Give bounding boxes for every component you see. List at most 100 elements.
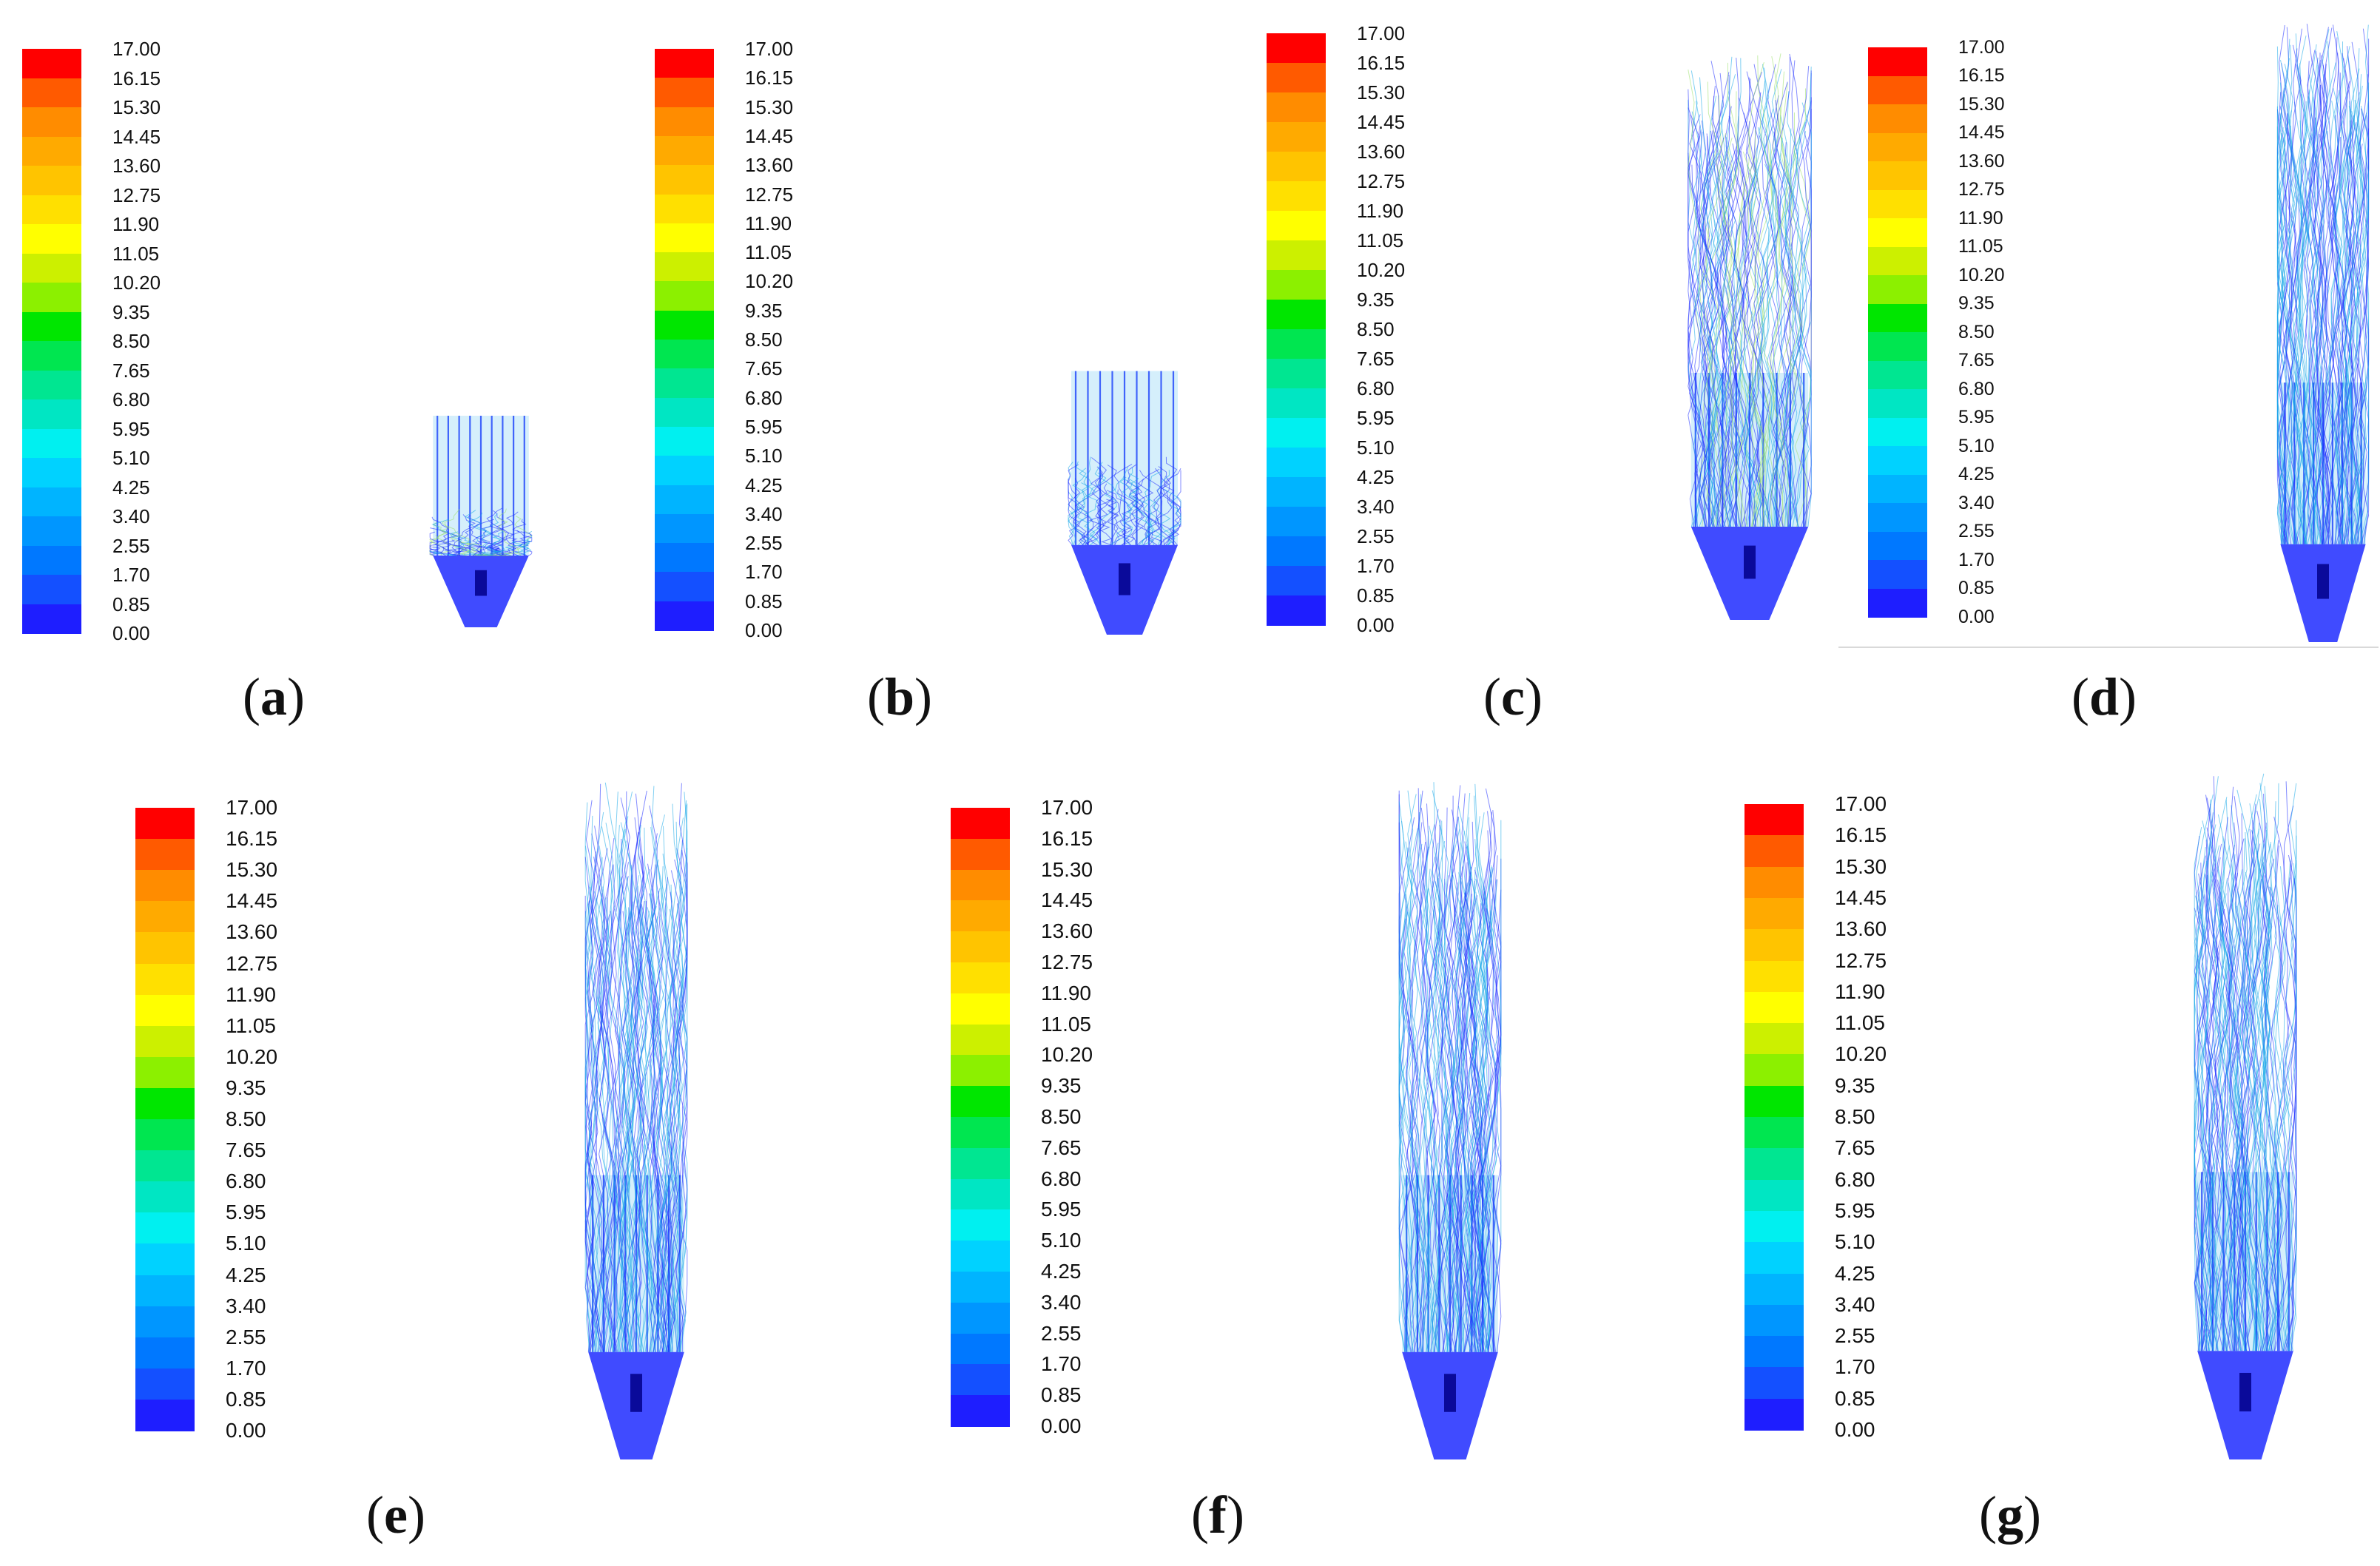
colorbar-tick-label: 5.10 — [1357, 436, 1395, 459]
colorbar-tick-label: 2.55 — [1958, 521, 1995, 541]
particle-track — [2225, 823, 2260, 1351]
particle-track — [649, 805, 678, 1352]
particle-track — [1694, 151, 1719, 527]
colorbar-band — [655, 485, 714, 515]
particle-track — [1458, 846, 1488, 1352]
particle-track — [1088, 495, 1113, 546]
colorbar-band — [655, 107, 714, 137]
particle-track — [1442, 882, 1463, 1352]
colorbar-tick-label: 3.40 — [112, 505, 150, 527]
colorbar-tick-label: 0.00 — [1357, 614, 1395, 636]
colorbar-tick-label: 11.05 — [226, 1013, 276, 1037]
particle-track — [1799, 66, 1812, 527]
colorbar-band — [135, 901, 195, 933]
particle-track — [584, 838, 624, 1352]
colorbar-band — [135, 1056, 195, 1089]
particle-track — [673, 792, 688, 1352]
particle-track — [658, 817, 684, 1352]
colorbar-tick-label: 10.20 — [1835, 1042, 1887, 1066]
cage-region — [433, 416, 529, 556]
colorbar-band — [655, 601, 714, 631]
particle-track — [1767, 72, 1812, 527]
particle-track — [2273, 816, 2297, 1351]
colorbar-tick-label: 5.10 — [112, 447, 150, 469]
colorbar-tick-label: 11.90 — [1958, 207, 2003, 229]
colorbar-band — [22, 224, 81, 254]
particle-track — [1422, 790, 1444, 1352]
particle-track — [2342, 46, 2362, 544]
particle-track — [1696, 125, 1724, 527]
particle-track — [2273, 781, 2297, 1351]
particle-track — [669, 908, 688, 1352]
colorbar-tick-label: 10.20 — [1041, 1043, 1093, 1067]
colorbar-band — [1744, 1023, 1804, 1055]
particle-track — [1739, 157, 1774, 527]
colorbar-tick-label: 12.75 — [1041, 951, 1093, 973]
colorbar-band — [1744, 929, 1804, 962]
colorbar-band — [1267, 63, 1326, 93]
particle-track — [1758, 136, 1789, 527]
panel-label-e: (e) — [366, 1485, 425, 1545]
colorbar-a: 17.00 16.15 15.30 14.45 13.60 12.75 11.90 11.05… — [22, 39, 170, 643]
particle-track — [464, 510, 499, 556]
colorbar-band — [1267, 329, 1326, 360]
particle-track — [597, 791, 633, 1352]
particle-track — [1089, 467, 1128, 546]
particle-track — [2330, 140, 2360, 544]
colorbar-band — [135, 1275, 195, 1307]
colorbar-tick-label: 16.15 — [226, 827, 278, 851]
colorbar-band — [22, 78, 81, 108]
particle-track — [1399, 820, 1429, 1352]
colorbar-band — [1868, 360, 1927, 390]
colorbar-tick-label: 17.00 — [1041, 796, 1093, 819]
particle-track — [598, 876, 623, 1352]
particle-track — [1145, 470, 1173, 546]
particle-track — [584, 911, 618, 1352]
particle-track — [1739, 161, 1772, 527]
panel-d-divider — [1838, 647, 2379, 648]
particle-track — [2234, 838, 2251, 1351]
colorbar-d: 17.00 16.15 15.30 14.45 13.60 12.75 11.90 11.05… — [1868, 38, 2016, 626]
particle-track — [1702, 130, 1733, 527]
panel-label-a: (a) — [243, 667, 305, 726]
colorbar-tick-label: 7.65 — [226, 1138, 266, 1162]
colorbar-tick-label: 11.90 — [1041, 981, 1091, 1005]
particle-track — [1688, 70, 1723, 527]
particle-track — [1688, 107, 1716, 527]
particle-track — [1752, 109, 1779, 527]
particle-track — [2333, 120, 2353, 544]
particle-track — [2279, 48, 2298, 544]
particle-track — [1470, 795, 1492, 1352]
colorbar-tick-label: 14.45 — [1357, 111, 1406, 133]
particle-track — [2243, 783, 2279, 1351]
particle-track — [1743, 56, 1790, 527]
particle-track — [1722, 115, 1738, 527]
particle-track — [1068, 481, 1087, 546]
inlet-core — [1444, 1374, 1456, 1412]
particle-track — [1447, 891, 1485, 1352]
particle-track — [477, 554, 512, 556]
panel-label-g: (g) — [1979, 1485, 2041, 1545]
colorbar-tick-label: 6.80 — [745, 386, 783, 409]
colorbar-band — [951, 808, 1010, 840]
colorbar-tick-label: 7.65 — [1958, 350, 1995, 371]
particle-track — [1166, 496, 1181, 546]
colorbar-tick-label: 6.80 — [1041, 1167, 1082, 1190]
particle-track — [1729, 138, 1783, 527]
panel-b: 17.00 16.15 15.30 14.45 13.60 12.75 11.90 11.05… — [0, 0, 1258, 740]
colorbar-band — [1868, 246, 1927, 276]
particle-track — [2197, 847, 2219, 1351]
particle-track — [627, 865, 663, 1352]
particle-track — [1398, 912, 1432, 1352]
colorbar-band — [22, 516, 81, 547]
particle-track — [447, 543, 468, 556]
particle-track — [1746, 127, 1779, 527]
particle-track — [1739, 81, 1774, 527]
colorbar-band — [1868, 446, 1927, 476]
colorbar-tick-label: 0.00 — [1958, 606, 1995, 627]
particle-track — [1398, 894, 1412, 1352]
particle-track — [593, 857, 620, 1352]
colorbar-band — [135, 1181, 195, 1213]
colorbar-tick-label: 0.00 — [226, 1419, 266, 1442]
colorbar-tick-label: 10.20 — [745, 270, 794, 293]
